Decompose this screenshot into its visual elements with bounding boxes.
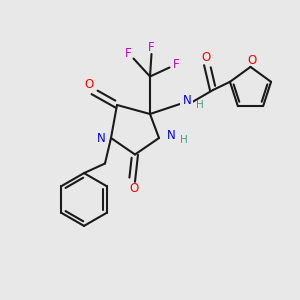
Text: N: N	[167, 129, 176, 142]
Text: F: F	[125, 46, 131, 60]
Text: O: O	[129, 182, 138, 195]
Text: H: H	[196, 100, 204, 110]
Text: H: H	[180, 135, 188, 146]
Text: O: O	[85, 78, 94, 92]
Text: O: O	[248, 54, 256, 67]
Text: O: O	[201, 51, 210, 64]
Text: F: F	[148, 41, 155, 54]
Text: F: F	[173, 58, 179, 71]
Text: N: N	[97, 131, 106, 145]
Text: N: N	[182, 94, 191, 107]
